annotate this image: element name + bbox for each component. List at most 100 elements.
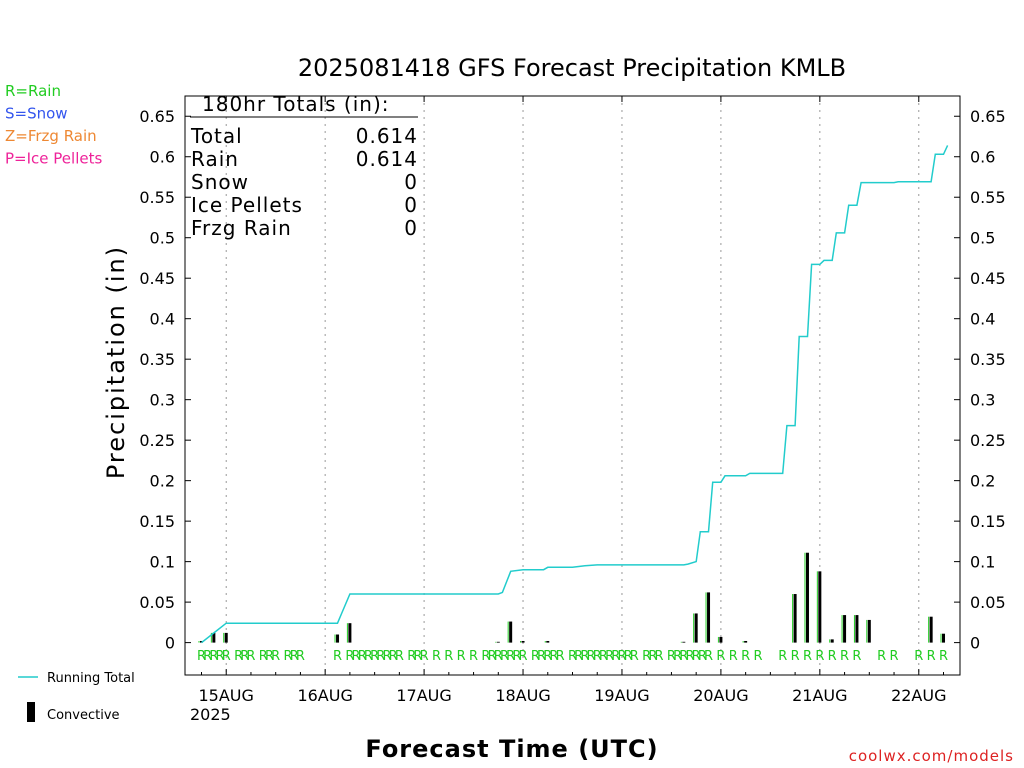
convective-bar [694,613,698,643]
convective-bar [855,615,859,643]
precip-type-marker: R [611,649,620,664]
precip-type-marker: R [265,649,274,664]
convective-bar [336,634,340,643]
convective-bar [707,592,711,643]
x-tick-label: 19AUG [594,686,649,705]
y-tick-label-right: 0 [970,634,980,653]
precip-type-marker: R [382,649,391,664]
convective-bar [929,616,933,643]
y-tick-label-left: 0.05 [139,593,175,612]
precip-type-marker: R [549,649,558,664]
y-tick-label-left: 0.4 [150,310,175,329]
x-tick-label: 20AUG [693,686,748,705]
y-tick-label-right: 0.25 [970,431,1006,450]
precip-type-marker: R [407,649,416,664]
precip-type-marker: R [234,649,243,664]
precip-type-marker: R [246,649,255,664]
y-tick-label-left: 0.15 [139,512,175,531]
precip-type-marker: R [556,649,565,664]
precip-type-marker: R [197,649,206,664]
convective-bar [830,639,834,643]
precip-type-marker: R [216,649,225,664]
precip-type-marker: R [500,649,509,664]
totals-value: 0.614 [356,124,418,148]
x-axis: 15AUG 16AUG 17AUG 18AUG 19AUG 20AUG 21AUG 22AUG [199,96,946,705]
precip-type-marker: R [469,649,478,664]
precip-type-marker: R [222,649,231,664]
precip-type-marker: R [389,649,398,664]
precip-type-marker: R [574,649,583,664]
precip-type-marker: R [655,649,664,664]
precip-type-marker: R [692,649,701,664]
chart-title: 2025081418 GFS Forecast Precipitation KM… [298,54,846,82]
precip-type-marker: R [630,649,639,664]
precip-type-marker: R [376,649,385,664]
precip-type-legend: R=Rain S=Snow Z=Frzg Rain P=Ice Pellets [5,82,102,168]
precip-type-marker: R [673,649,682,664]
precip-type-marker: R [358,649,367,664]
convective-bar [942,633,946,643]
precip-type-marker: R [791,649,800,664]
convective-bar [348,623,352,643]
precip-type-marker: R [481,649,490,664]
y-tick-label-right: 0.1 [970,553,995,572]
precip-type-marker: R [519,649,528,664]
precip-type-marker: R [685,649,694,664]
totals-label: Frzg Rain [191,216,292,240]
precip-type-marker: R [395,649,404,664]
precip-type-marker: R [296,649,305,664]
y-tick-label-right: 0.2 [970,472,995,491]
y-tick-label-left: 0.5 [150,229,175,248]
precip-type-marker: R [679,649,688,664]
precip-type-marker: R [890,649,899,664]
precip-type-marker: R [284,649,293,664]
vertical-grid [225,96,920,675]
convective-bar [224,632,228,643]
running-total-legend-label: Running Total [47,671,135,686]
precip-type-marker: R [240,649,249,664]
totals-value: 0 [404,193,418,217]
convective-bar [521,640,525,643]
y-tick-label-left: 0.3 [150,391,175,410]
totals-label: Total [190,124,243,148]
precip-type-marker: R [271,649,280,664]
convective-bar [509,621,513,643]
precip-type-marker: R [617,649,626,664]
precip-type-marker: R [778,649,787,664]
precip-type-marker: R [803,649,812,664]
y-tick-label-right: 0.55 [970,188,1006,207]
y-tick-label-left: 0.25 [139,431,175,450]
convective-bar [805,552,809,643]
precip-type-marker: R [506,649,515,664]
totals-value: 0 [404,170,418,194]
precip-type-marker: R [753,649,762,664]
x-tick-label: 16AUG [297,686,352,705]
precip-type-marker: R [828,649,837,664]
precip-type-marker: R [432,649,441,664]
precip-type-marker: R [698,649,707,664]
precip-type-marker: R [209,649,218,664]
precip-type-marker: R [370,649,379,664]
y-tick-label-right: 0.15 [970,512,1006,531]
totals-label: Ice Pellets [191,193,303,217]
totals-value: 0.614 [356,147,418,171]
convective-bar [546,640,550,643]
y-tick-label-left: 0.6 [150,148,175,167]
convective-legend-swatch [27,702,35,722]
precip-type-marker: R [568,649,577,664]
convective-bar [793,594,797,643]
precip-type-marker: R [352,649,361,664]
precip-type-marker: R [494,649,503,664]
precip-type-marker: R [531,649,540,664]
x-tick-label: 15AUG [199,686,254,705]
precip-type-marker: R [345,649,354,664]
x-tick-label: 21AUG [792,686,847,705]
precip-type-marker: R [457,649,466,664]
totals-box: 180hr Totals (in): Total 0.614 Rain 0.614 Sno… [190,92,418,240]
x-tick-label: 18AUG [495,686,550,705]
x-tick-label: 17AUG [396,686,451,705]
y-axis-right: 0 0.05 0.1 0.15 0.2 0.25 0.3 0.35 0.4 0.45 0.5 0.55… [954,107,1006,653]
totals-header: 180hr Totals (in): [202,92,390,116]
precip-type-legend-item: S=Snow [5,105,68,123]
